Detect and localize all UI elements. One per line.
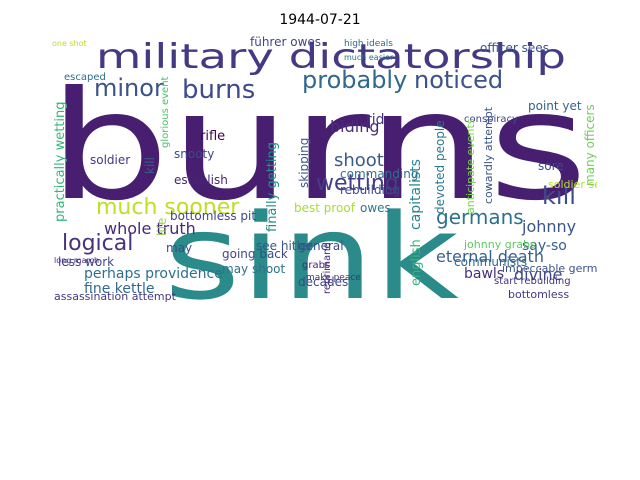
cloud-word: anticipate events — [464, 118, 477, 214]
cloud-word: führer owes — [250, 36, 321, 49]
cloud-word: point yet — [528, 99, 582, 113]
cloud-word: bottomless — [508, 288, 569, 301]
cloud-word: wetting — [316, 171, 399, 196]
word-cloud: burns sink military dictatorship minor burns… — [44, 36, 597, 312]
cloud-word: escaped — [64, 72, 106, 83]
cloud-word: life — [155, 218, 169, 236]
cloud-word: one shot — [52, 39, 87, 48]
cloud-word: germans — [436, 205, 524, 229]
cloud-word: kill — [143, 157, 157, 174]
cloud-word: best proof — [294, 201, 356, 215]
cloud-word: finally getting — [265, 142, 280, 232]
cloud-word: divine — [514, 265, 563, 284]
cloud-word: snooty — [174, 147, 214, 161]
cloud-word: communists — [454, 255, 527, 269]
cloud-word: make peace — [306, 273, 361, 283]
cloud-word: rifle — [200, 129, 225, 144]
cloud-word: burns — [182, 75, 255, 105]
cloud-word: devoted people — [433, 120, 447, 214]
cloud-word: glorious event — [160, 76, 171, 148]
cloud-word: rebuilding — [340, 183, 400, 197]
cloud-word: logical — [62, 231, 133, 256]
cloud-word: many officers — [583, 104, 597, 186]
cloud-word: whole truth — [104, 219, 196, 238]
cloud-word: officer sees — [480, 41, 549, 55]
cloud-word: kill — [542, 182, 576, 210]
cloud-word: reprimand — [322, 242, 333, 294]
cloud-word: military dictatorship — [96, 37, 566, 77]
cloud-word: capitalists — [408, 159, 424, 230]
cloud-word: bawls — [464, 266, 504, 282]
cloud-word: practically wetting — [53, 101, 68, 222]
cloud-word: johnny — [521, 217, 576, 236]
cloud-word: commanding — [340, 167, 418, 181]
cloud-word: going back — [222, 247, 288, 261]
cloud-word: high ideals — [344, 39, 393, 49]
cloud-word: biding — [330, 117, 380, 136]
cloud-word: assassination attempt — [54, 290, 177, 303]
cloud-word: english — [409, 239, 424, 286]
cloud-word: burns — [48, 60, 588, 234]
cloud-word: sore — [538, 159, 564, 173]
cloud-word: see hitler — [256, 239, 312, 253]
cloud-word: impeccable germans — [502, 262, 597, 275]
cloud-word: soldier sees — [548, 178, 597, 191]
cloud-word: perhaps providence — [84, 266, 223, 282]
cloud-word: eternal death — [436, 247, 544, 266]
cloud-word: say-so — [522, 238, 567, 254]
chart-title: 1944-07-21 — [279, 12, 361, 28]
cloud-word: start rebuilding — [494, 276, 571, 287]
cloud-word: owes — [360, 201, 391, 215]
cloud-word: shoot — [334, 150, 384, 171]
cloud-word: sink — [164, 188, 459, 312]
cloud-word: probably — [302, 66, 407, 94]
cloud-word: less work — [58, 255, 114, 269]
cloud-word: grabs — [302, 260, 330, 271]
cloud-word: decades — [298, 275, 348, 289]
cloud-word: noticed — [414, 66, 503, 94]
cloud-word: general — [298, 239, 344, 253]
cloud-word: bottomless pit — [170, 209, 256, 223]
cloud-word: much easier — [344, 53, 394, 62]
cloud-word: johnny grabs — [463, 238, 536, 251]
cloud-word: establish — [174, 173, 228, 187]
cloud-word: minor — [94, 74, 164, 102]
cloud-word: much sooner — [96, 195, 240, 220]
cloud-word: rid — [366, 112, 385, 128]
cloud-word: cowardly attempt — [482, 106, 495, 204]
cloud-word: fine kettle — [84, 281, 154, 297]
cloud-word: may shoot — [222, 262, 286, 276]
cloud-word: may — [166, 241, 192, 255]
cloud-word: conspiracy — [464, 114, 518, 125]
cloud-word: soldier — [90, 153, 130, 167]
cloud-word: skipping — [297, 138, 311, 188]
cloud-word: long march — [54, 256, 99, 265]
